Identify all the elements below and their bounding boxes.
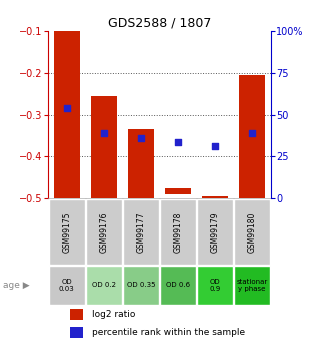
Text: GSM99178: GSM99178 [174,211,183,253]
Point [175,139,180,145]
Text: OD 0.6: OD 0.6 [166,283,190,288]
Bar [70,309,83,319]
Bar [234,199,270,265]
Bar [165,188,191,194]
Text: log2 ratio: log2 ratio [91,310,135,319]
Bar [202,196,228,200]
Point [249,130,254,136]
Title: GDS2588 / 1807: GDS2588 / 1807 [108,17,211,30]
Text: OD 0.35: OD 0.35 [127,283,155,288]
Text: GSM99177: GSM99177 [136,211,145,253]
Bar [91,96,117,198]
Bar [234,266,270,305]
Bar [86,199,122,265]
Bar [160,199,196,265]
Text: OD
0.9: OD 0.9 [209,279,220,292]
Point [138,135,143,140]
Text: GSM99179: GSM99179 [211,211,220,253]
Text: GSM99180: GSM99180 [248,211,257,253]
Point [212,143,217,149]
Point [64,106,69,111]
Bar [86,266,122,305]
Bar [70,327,83,338]
Bar [123,266,159,305]
Point [101,130,106,136]
Bar [54,31,80,198]
Bar [128,129,154,198]
Text: OD
0.03: OD 0.03 [59,279,75,292]
Bar [123,199,159,265]
Text: age ▶: age ▶ [3,281,30,290]
Text: stationar
y phase: stationar y phase [236,279,268,292]
Text: percentile rank within the sample: percentile rank within the sample [91,328,245,337]
Bar [160,266,196,305]
Bar [197,266,233,305]
Text: GSM99176: GSM99176 [99,211,108,253]
Bar [49,199,85,265]
Bar [239,75,265,198]
Bar [197,199,233,265]
Text: GSM99175: GSM99175 [62,211,71,253]
Text: OD 0.2: OD 0.2 [92,283,116,288]
Bar [49,266,85,305]
